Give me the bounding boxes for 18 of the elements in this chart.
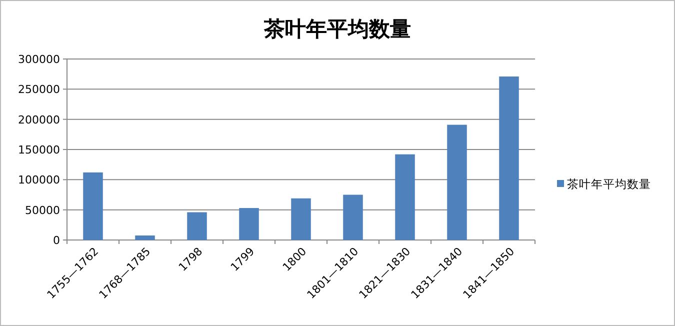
bar	[447, 124, 467, 240]
chart-title: 茶叶年平均数量	[263, 16, 411, 41]
y-tick-label: 0	[53, 234, 60, 247]
y-tick-label: 150000	[18, 144, 60, 156]
bar	[83, 172, 103, 240]
bar	[291, 198, 311, 240]
bar	[135, 235, 155, 240]
y-tick-label: 50000	[25, 204, 60, 217]
bar	[239, 208, 259, 240]
y-tick-label: 250000	[18, 83, 60, 96]
bar	[499, 76, 519, 240]
y-tick-label: 200000	[18, 113, 60, 126]
y-tick-label: 300000	[18, 53, 60, 66]
bar	[343, 194, 363, 240]
bar	[187, 212, 207, 240]
bar	[395, 154, 415, 240]
legend-label: 茶叶年平均数量	[567, 177, 651, 191]
y-tick-label: 100000	[18, 174, 60, 187]
